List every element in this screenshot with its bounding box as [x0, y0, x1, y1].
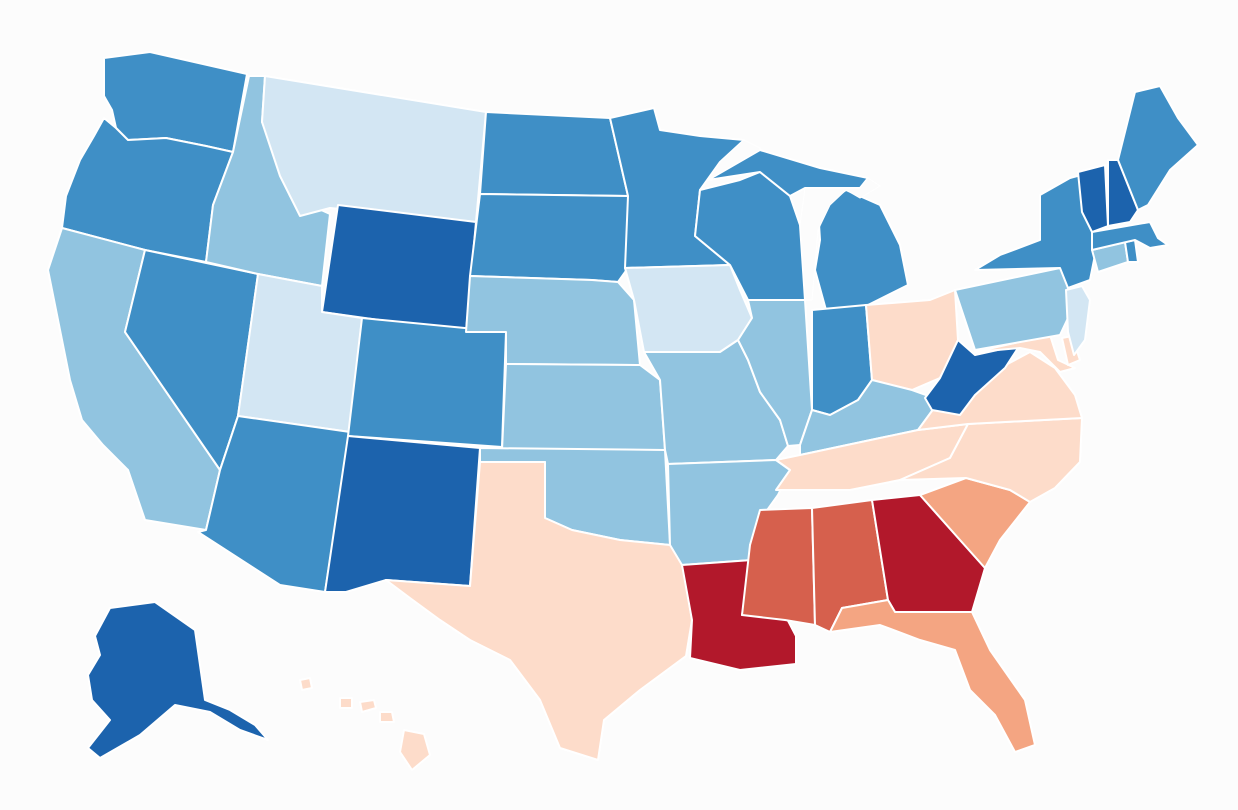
state-fl-shape[interactable] [829, 599, 1036, 753]
state-nh[interactable] [1107, 159, 1139, 227]
state-vt-shape[interactable] [1077, 164, 1109, 233]
state-md-shape[interactable] [974, 334, 1076, 373]
state-wv[interactable] [924, 339, 1021, 416]
state-wy[interactable] [321, 204, 477, 333]
state-me-shape[interactable] [1117, 85, 1199, 211]
state-ks-shape[interactable] [501, 363, 666, 451]
state-sd[interactable] [469, 193, 629, 283]
state-ak-shape[interactable] [87, 601, 269, 759]
state-me[interactable] [1117, 85, 1199, 211]
state-il-shape[interactable] [737, 299, 813, 447]
state-ia[interactable] [624, 264, 753, 353]
state-hi[interactable] [299, 677, 431, 771]
state-nm-shape[interactable] [324, 435, 481, 593]
state-nj[interactable] [1065, 285, 1091, 356]
state-ri-shape[interactable] [1124, 239, 1139, 263]
state-hi-shape-3[interactable] [379, 711, 395, 723]
state-mt-shape[interactable] [261, 75, 487, 223]
state-hi-shape-4[interactable] [399, 729, 431, 771]
state-ia-shape[interactable] [624, 264, 753, 353]
state-mi[interactable] [707, 149, 909, 311]
state-nd[interactable] [479, 111, 629, 197]
state-il[interactable] [737, 299, 813, 447]
states-layer [47, 51, 1199, 771]
state-vt[interactable] [1077, 164, 1109, 233]
state-wy-shape[interactable] [321, 204, 477, 333]
state-ma[interactable] [1091, 221, 1169, 251]
state-mi-shape[interactable] [814, 189, 909, 311]
state-nd-shape[interactable] [479, 111, 629, 197]
state-ri[interactable] [1124, 239, 1139, 263]
state-tx-shape[interactable] [385, 461, 693, 761]
state-mn[interactable] [609, 107, 745, 269]
state-co-shape[interactable] [347, 317, 507, 448]
state-sd-shape[interactable] [469, 193, 629, 283]
state-wv-shape[interactable] [924, 339, 1021, 416]
state-ak[interactable] [87, 601, 269, 759]
state-hi-shape-1[interactable] [339, 697, 353, 709]
lake-2 [707, 139, 761, 181]
state-hi-shape[interactable] [299, 677, 313, 691]
state-hi-shape-2[interactable] [359, 699, 377, 713]
state-co[interactable] [347, 317, 507, 448]
state-fl[interactable] [829, 599, 1036, 753]
state-mt[interactable] [261, 75, 487, 223]
state-ks[interactable] [501, 363, 666, 451]
state-mn-shape[interactable] [609, 107, 745, 269]
state-md[interactable] [974, 334, 1076, 373]
state-pa[interactable] [954, 267, 1075, 351]
state-ma-shape[interactable] [1091, 221, 1169, 251]
state-pa-shape[interactable] [954, 267, 1075, 351]
state-nm[interactable] [324, 435, 481, 593]
state-tx[interactable] [385, 461, 693, 761]
state-nj-shape[interactable] [1065, 285, 1091, 356]
state-nh-shape[interactable] [1107, 159, 1139, 227]
lakes-layer [707, 139, 881, 301]
lake-1 [799, 177, 881, 301]
